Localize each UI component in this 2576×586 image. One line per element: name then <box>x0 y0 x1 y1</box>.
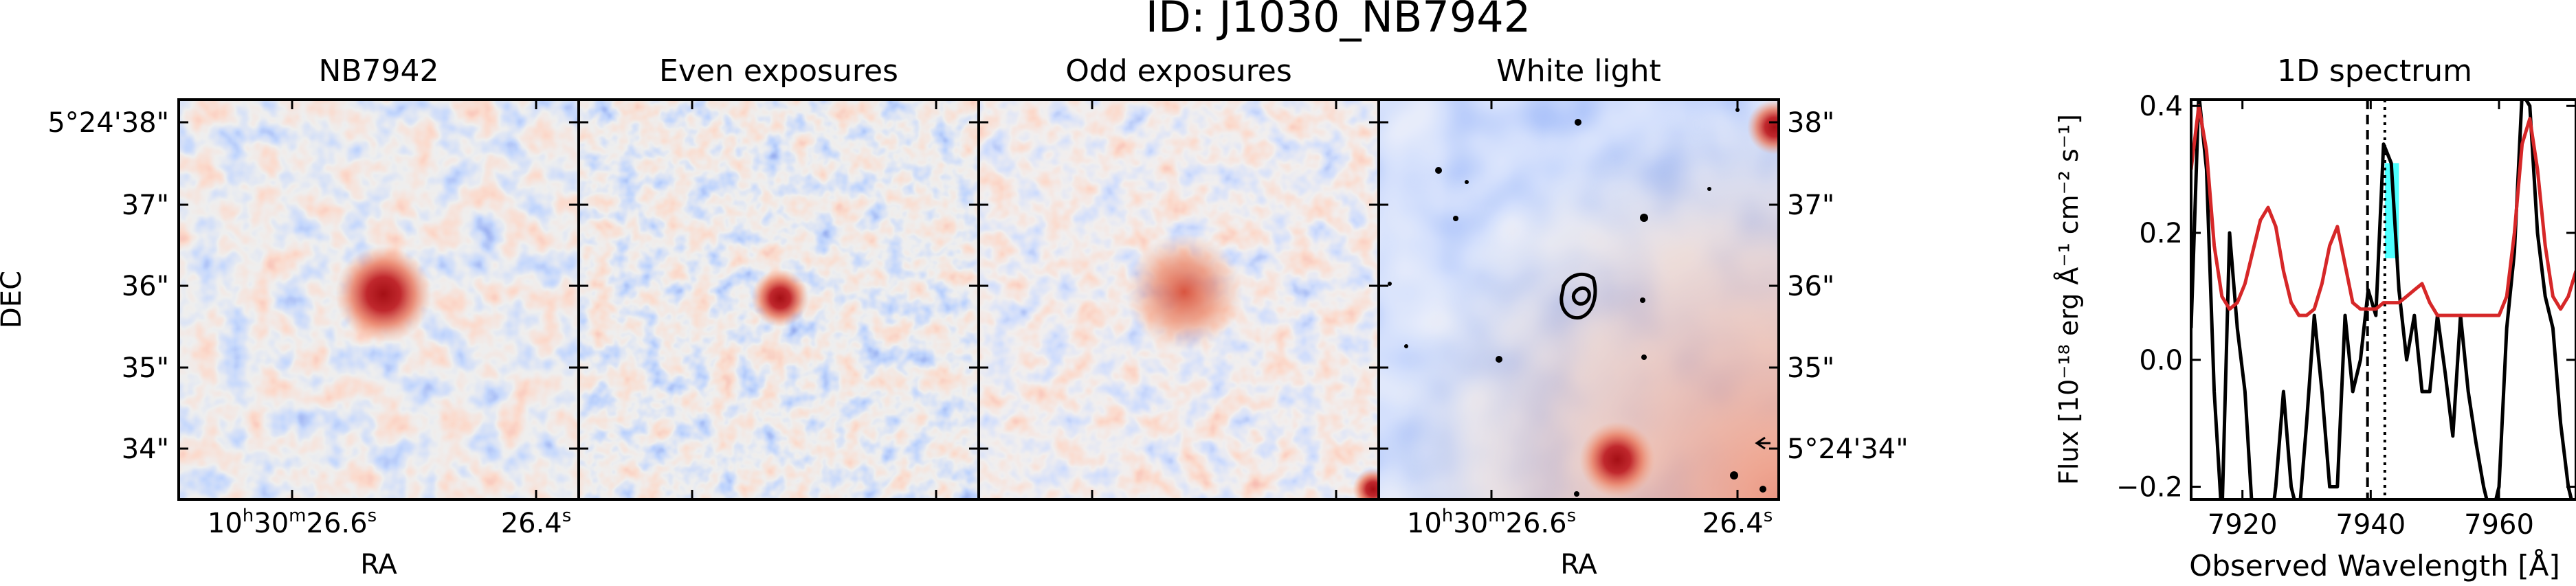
spectrum-x-ticks: 7920 7940 7960 <box>2208 100 2534 541</box>
spectrum-frame <box>2190 98 2576 501</box>
contour-specks <box>1388 108 1766 497</box>
panel-odd-exposures: Odd exposures <box>977 54 1380 501</box>
ra-tick-right-4: 26.4s <box>1702 506 1773 539</box>
contour-outer <box>1559 272 1597 320</box>
contour-inner <box>1571 286 1591 306</box>
figure-title: ID: J1030_NB7942 <box>1146 0 1531 42</box>
spectrum-title: 1D spectrum <box>2277 54 2472 89</box>
source-blob-3 <box>1126 234 1243 350</box>
ra-tick-right-1: 26.4s <box>501 506 572 539</box>
ra-axis-label-4: RA <box>1560 549 1597 581</box>
spectrum-x-label: Observed Wavelength [Å] <box>2189 548 2560 583</box>
corner-blob-3 <box>1353 469 1379 499</box>
flux-series-line <box>2191 100 2573 499</box>
panel-title-2: Even exposures <box>659 54 898 89</box>
map-warm-gradient <box>1379 100 1779 499</box>
x-tick-label: 7940 <box>2335 509 2406 541</box>
panel-frame-4 <box>1377 98 1780 501</box>
dec-tick-label-right: 38" <box>1787 107 1834 139</box>
panel-white-light: White light <box>1377 54 1780 501</box>
y-tick-label: −0.2 <box>2116 472 2183 504</box>
dec-tick-label-left: 5°24'38" <box>47 107 169 139</box>
dec-ticks-left: 5°24'38" 37" 36" 35" 34" <box>47 100 1739 499</box>
spectrum-panel: 1D spectrum 7920 7940 7960 −0.2 0.0 0.2 0.4 O… <box>2054 54 2576 583</box>
dec-tick-label-right: 35" <box>1787 352 1834 384</box>
dec-axis-label: DEC <box>0 271 27 328</box>
y-tick-label: 0.2 <box>2139 218 2183 249</box>
dec-tick-label-right: 37" <box>1787 190 1834 221</box>
ra-tick-main-1: 10h30m26.6s <box>208 506 377 539</box>
panel-nb7942: NB7942 <box>177 54 580 501</box>
y-tick-label: 0.4 <box>2139 91 2183 122</box>
dec-tick-label-left: 35" <box>122 352 169 384</box>
spectrum-series <box>2191 100 2576 499</box>
panel-title-3: Odd exposures <box>1065 54 1292 89</box>
spectrum-y-label: Flux [10⁻¹⁸ erg Å⁻¹ cm⁻² s⁻¹] <box>2054 114 2084 485</box>
noise-series-line <box>2191 104 2576 317</box>
source-blob-2 <box>751 269 809 327</box>
dec-tick-label-left: 36" <box>122 271 169 302</box>
y-tick-label: 0.0 <box>2139 345 2183 376</box>
ra-axis-label-1: RA <box>360 549 397 581</box>
pointer-arrow-icon <box>1755 436 1770 450</box>
ra-ticks-panel-1: 10h30m26.6s 26.4s RA <box>208 506 571 581</box>
panel-even-exposures: Even exposures <box>577 54 980 501</box>
ra-ticks-panel-4: 10h30m26.6s 26.4s RA <box>1407 506 1773 581</box>
ra-tick-main-4: 10h30m26.6s <box>1407 506 1576 539</box>
x-tick-label: 7920 <box>2208 509 2278 541</box>
panel-title-1: NB7942 <box>318 54 438 89</box>
spectrum-y-ticks: −0.2 0.0 0.2 0.4 <box>2116 91 2576 504</box>
dec-tick-label-right: 5°24'34" <box>1787 433 1909 465</box>
dec-tick-label-left: 37" <box>122 190 169 221</box>
dec-tick-label-left: 34" <box>122 433 169 465</box>
source-blob-1 <box>335 246 432 342</box>
x-tick-label: 7960 <box>2464 509 2534 541</box>
source-blob-4 <box>1579 422 1655 497</box>
dec-ticks-right: 38" 37" 36" 35" 5°24'34" <box>569 107 1909 465</box>
corner-blob-4 <box>1747 100 1779 155</box>
dec-tick-label-right: 36" <box>1787 271 1834 302</box>
panel-title-4: White light <box>1496 54 1661 89</box>
